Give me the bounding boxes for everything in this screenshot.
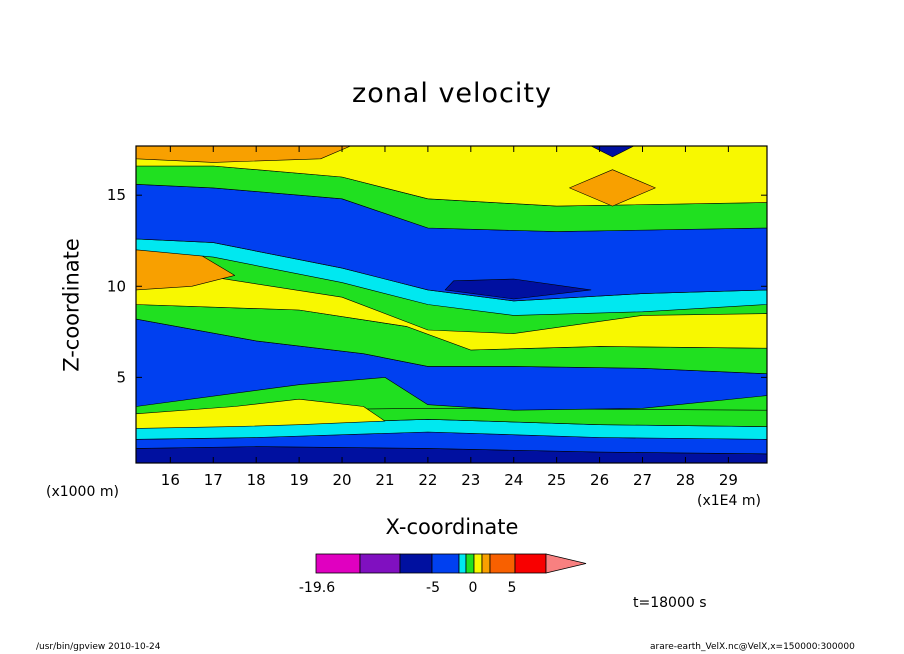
x-tick-label-20: 20: [332, 471, 351, 489]
contour-band-upper-dark-blue: [444, 278, 592, 300]
colorbar-label-1: -5: [426, 580, 440, 596]
x-tick-label-17: 17: [204, 471, 223, 489]
colorbar-label-0: -19.6: [299, 580, 335, 596]
contour-band-lower-yellow: [136, 398, 386, 429]
x-unit-left-label: (x1000 m): [46, 484, 119, 500]
colorbar-label-3: 5: [508, 580, 517, 596]
colorbar-segment-3: [431, 553, 460, 574]
time-label: t=18000 s: [633, 595, 707, 611]
colorbar-label-2: 0: [469, 580, 478, 596]
x-tick-label-22: 22: [418, 471, 437, 489]
y-tick-label-10: 10: [107, 277, 126, 295]
colorbar-segment-5: [465, 553, 475, 574]
contour-band-top-right-orange: [569, 169, 656, 207]
contour-band-upper-yellow: [136, 267, 767, 351]
contour-band-top-dark-blue: [590, 146, 635, 158]
colorbar-segment-2: [399, 553, 433, 574]
contour-band-upper-orange: [136, 249, 235, 291]
colorbar-segment-0: [315, 553, 361, 574]
colorbar-segment-7: [481, 553, 491, 574]
x-tick-label-19: 19: [290, 471, 309, 489]
x-tick-label-29: 29: [719, 471, 738, 489]
x-axis-label: X-coordinate: [385, 515, 519, 539]
plot-frame: [135, 145, 768, 464]
x-tick-label-28: 28: [676, 471, 695, 489]
x-tick-label-21: 21: [375, 471, 394, 489]
colorbar-segment-8: [489, 553, 516, 574]
x-tick-label-27: 27: [633, 471, 652, 489]
x-tick-label-23: 23: [461, 471, 480, 489]
colorbar-segment-9: [514, 553, 547, 574]
contour-band-top-orange: [136, 146, 351, 163]
x-tick-label-26: 26: [590, 471, 609, 489]
colorbar-segment-1: [359, 553, 401, 574]
colorbar-segment-4: [458, 553, 467, 574]
x-unit-right-label: (x1E4 m): [697, 493, 761, 509]
x-tick-label-18: 18: [247, 471, 266, 489]
y-tick-label-15: 15: [107, 186, 126, 204]
footer-command: /usr/bin/gpview 2010-10-24: [36, 642, 161, 652]
footer-source: arare-earth_VelX.nc@VelX,x=150000:300000: [650, 642, 855, 652]
x-tick-label-16: 16: [161, 471, 180, 489]
colorbar-segment-6: [473, 553, 483, 574]
y-tick-label-5: 5: [116, 368, 126, 386]
chart-title: zonal velocity: [352, 78, 552, 109]
colorbar-extend-arrow: [545, 553, 587, 574]
x-tick-label-24: 24: [504, 471, 523, 489]
x-tick-label-25: 25: [547, 471, 566, 489]
